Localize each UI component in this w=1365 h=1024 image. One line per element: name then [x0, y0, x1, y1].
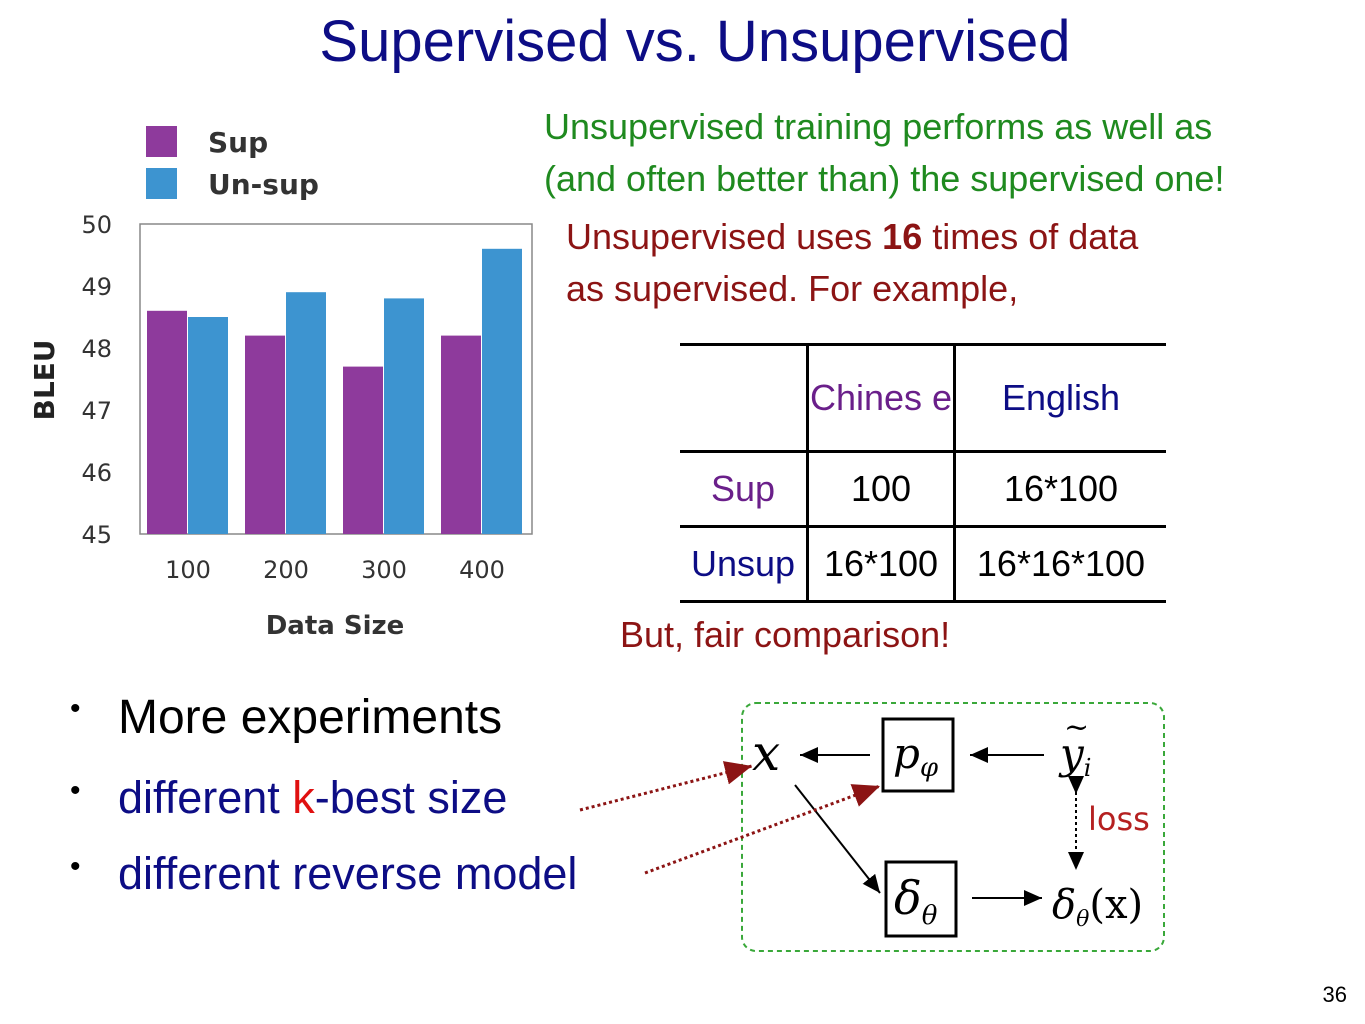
table-header-chinese: Chines e: [807, 343, 956, 453]
bar-sup-300: [343, 366, 383, 534]
kbest-text-pre: different: [118, 772, 293, 823]
x-axis-label: Data Size: [266, 611, 405, 641]
red-note-line-1: Unsupervised uses 16 times of data: [566, 216, 1138, 258]
kbest-text-post: -best size: [314, 772, 508, 823]
legend-label-un-sup: Un-sup: [208, 168, 319, 201]
legend-label-sup: Sup: [208, 126, 268, 159]
chart-legend: Sup Un-sup: [146, 126, 319, 201]
pointer-kbest-to-x: [579, 761, 753, 812]
x-tick-label: 400: [459, 556, 505, 584]
arrow-x-to-delta: [794, 784, 881, 894]
data-comparison-table: Chines e English Sup 100 16*100 Unsup 16…: [680, 343, 1166, 603]
y-tick-label: 48: [81, 335, 112, 363]
delta-theta-box: [884, 860, 958, 938]
x-tick-label: 100: [165, 556, 211, 584]
red-note-text-a: Unsupervised uses: [566, 216, 883, 257]
bullet-dot: •: [70, 692, 81, 725]
bar-sup-200: [245, 335, 285, 534]
pointer-reverse-to-p: [644, 784, 881, 875]
loss-label: loss: [1088, 800, 1150, 838]
row-label-unsup: Unsup: [680, 526, 809, 603]
delta-theta-x: δθ(x): [1052, 882, 1143, 932]
green-note-line-1: Unsupervised training performs as well a…: [544, 106, 1213, 147]
cell-unsup-chinese: 16*100: [807, 526, 956, 603]
bleu-bar-chart: Sup Un-sup 45 46 47 48 49 50 100 200 300 400 Data…: [28, 126, 533, 641]
table-header-empty: [680, 343, 809, 453]
page-number: 36: [1322, 982, 1347, 1007]
cell-sup-chinese: 100: [807, 451, 956, 528]
bullet-dot: •: [70, 774, 81, 807]
y-axis-label: BLEU: [28, 339, 61, 420]
bullet-dot: •: [70, 850, 81, 883]
legend-swatch-un-sup: [146, 168, 177, 199]
fair-comparison-note: But, fair comparison!: [620, 614, 951, 655]
slide-title: Supervised vs. Unsupervised: [319, 9, 1071, 74]
y-tick-label: 47: [81, 397, 112, 425]
y-tick-label: 50: [81, 211, 112, 239]
cell-unsup-english: 16*16*100: [954, 526, 1166, 603]
bar-un-sup-100: [188, 317, 228, 534]
legend-swatch-sup: [146, 126, 177, 157]
p-phi-label: pφ: [893, 729, 939, 783]
red-note-text-b: times of data: [922, 216, 1139, 257]
table-header-english: English: [954, 343, 1166, 453]
p-phi-box: [881, 717, 955, 793]
kbest-k: k: [292, 772, 315, 823]
bar-sup-400: [441, 335, 481, 534]
plot-frame: [139, 223, 533, 535]
row-label-sup: Sup: [680, 451, 809, 528]
y-tick-label: 49: [81, 273, 112, 301]
bar-sup-100: [147, 310, 187, 534]
x-tick-label: 300: [361, 556, 407, 584]
x-tick-label: 200: [263, 556, 309, 584]
red-note-line-2: as supervised. For example,: [566, 268, 1019, 309]
bar-un-sup-300: [384, 298, 424, 534]
cell-sup-english: 16*100: [954, 451, 1166, 528]
table-row: Sup 100 16*100: [680, 451, 1166, 528]
diagram-border: [741, 702, 1165, 952]
bar-un-sup-200: [286, 292, 326, 534]
y-tick-label: 45: [81, 521, 112, 549]
bullet-more-experiments: More experiments: [118, 691, 503, 744]
bullet-kbest-size: different k-best size: [118, 772, 507, 824]
x-tick-labels: 100 200 300 400: [165, 556, 505, 584]
tilde-mark: ~: [1064, 710, 1089, 745]
red-note-bold-16: 16: [882, 216, 923, 257]
bar-un-sup-400: [482, 248, 522, 535]
x-variable: x: [752, 724, 780, 782]
table-header-row: Chines e English: [680, 343, 1166, 453]
bullet-reverse-model: different reverse model: [118, 848, 578, 899]
table-row: Unsup 16*100 16*16*100: [680, 526, 1166, 603]
green-note-line-2: (and often better than) the supervised o…: [544, 158, 1225, 199]
y-tilde-i: yi: [1058, 729, 1091, 782]
bars: [147, 248, 522, 535]
y-tick-label: 46: [81, 459, 112, 487]
delta-theta-label: δθ: [894, 871, 938, 931]
y-tick-labels: 45 46 47 48 49 50: [81, 211, 112, 549]
